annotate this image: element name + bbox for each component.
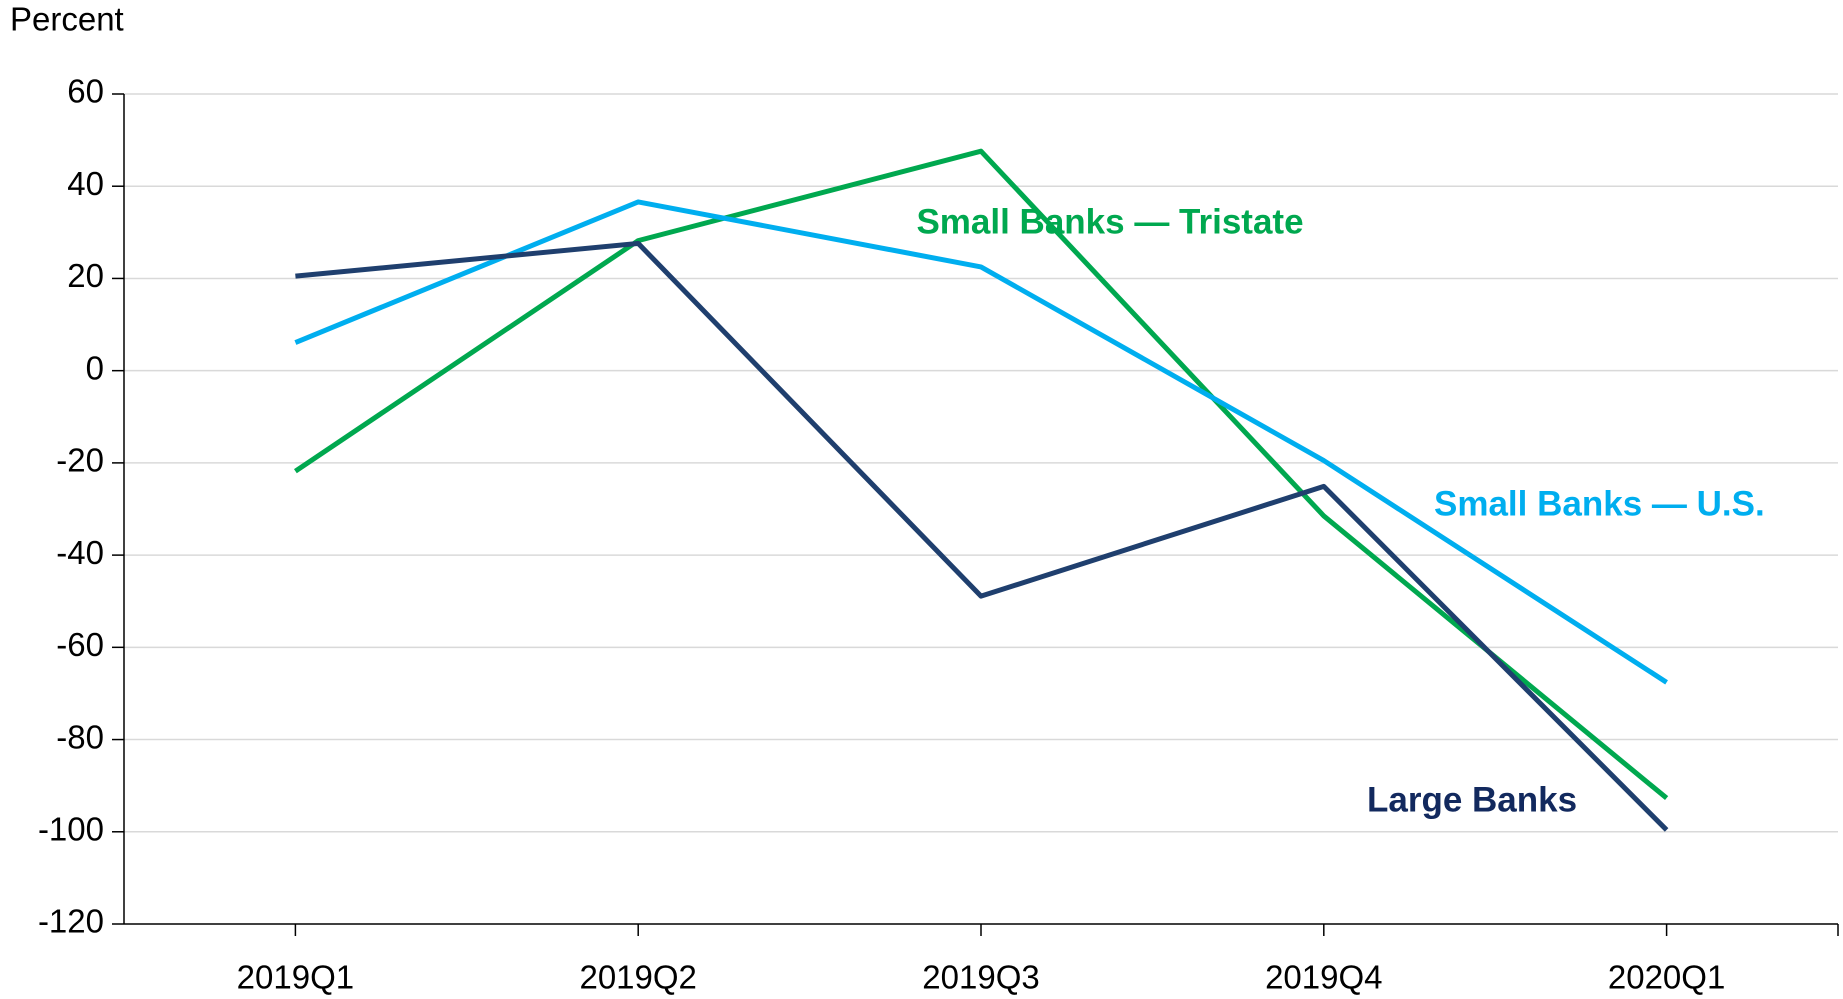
y-tick-label: -20 — [56, 442, 104, 479]
x-tick-label: 2019Q2 — [579, 959, 696, 996]
y-tick-label: 40 — [67, 165, 104, 202]
series-label: Large Banks — [1367, 780, 1577, 819]
series-line — [294, 199, 1668, 685]
y-tick-label: -100 — [38, 810, 104, 847]
y-tick-label: -80 — [56, 718, 104, 755]
series-label: Small Banks — U.S. — [1434, 484, 1765, 523]
y-axis-label: Percent — [10, 1, 124, 38]
x-tick-label: 2019Q3 — [922, 959, 1039, 996]
series-label: Small Banks — Tristate — [916, 202, 1303, 241]
y-tick-label: 60 — [67, 73, 104, 110]
series-line — [295, 240, 1669, 832]
y-tick-label: 20 — [67, 257, 104, 294]
x-tick-label: 2020Q1 — [1608, 959, 1725, 996]
x-tick-label: 2019Q4 — [1265, 959, 1382, 996]
x-tick-label: 2019Q1 — [237, 959, 354, 996]
series-line — [294, 148, 1669, 801]
y-tick-label: -60 — [56, 626, 104, 663]
y-tick-label: 0 — [86, 349, 104, 386]
y-tick-label: -120 — [38, 903, 104, 940]
y-tick-label: -40 — [56, 534, 104, 571]
